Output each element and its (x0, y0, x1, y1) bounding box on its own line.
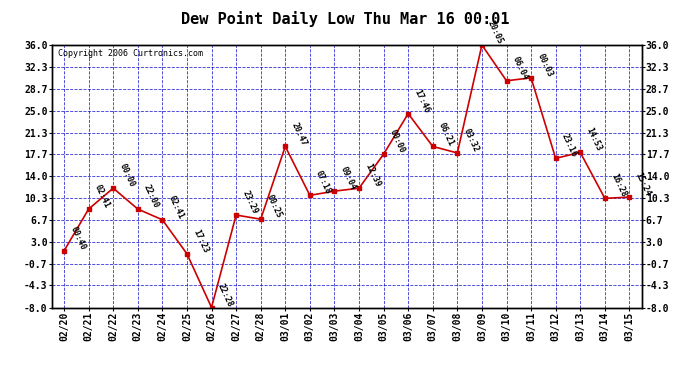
Text: 00:03: 00:03 (535, 52, 554, 78)
Text: 12:39: 12:39 (363, 162, 382, 189)
Text: 06:21: 06:21 (437, 121, 455, 147)
Text: 16:28: 16:28 (609, 172, 628, 199)
Text: 02:41: 02:41 (92, 183, 112, 210)
Text: 06:04: 06:04 (511, 55, 529, 81)
Text: 15:24: 15:24 (633, 171, 652, 198)
Text: 23:16: 23:16 (560, 132, 578, 159)
Text: 22:00: 22:00 (142, 183, 161, 210)
Text: 00:40: 00:40 (68, 225, 87, 251)
Text: 00:00: 00:00 (388, 128, 406, 155)
Text: 00:00: 00:00 (117, 162, 136, 189)
Text: Dew Point Daily Low Thu Mar 16 00:01: Dew Point Daily Low Thu Mar 16 00:01 (181, 11, 509, 27)
Text: 00:25: 00:25 (265, 194, 284, 220)
Text: 17:23: 17:23 (191, 228, 210, 254)
Text: 02:41: 02:41 (166, 194, 185, 220)
Text: 09:04: 09:04 (339, 165, 357, 192)
Text: 03:32: 03:32 (462, 127, 480, 154)
Text: Copyright 2006 Curtronics.com: Copyright 2006 Curtronics.com (58, 49, 203, 58)
Text: 20:47: 20:47 (289, 121, 308, 147)
Text: 23:29: 23:29 (240, 189, 259, 216)
Text: 14:53: 14:53 (584, 126, 603, 153)
Text: 22:28: 22:28 (216, 282, 235, 308)
Text: 17:46: 17:46 (413, 88, 431, 114)
Text: 07:18: 07:18 (314, 170, 333, 196)
Text: 20:05: 20:05 (486, 19, 505, 46)
